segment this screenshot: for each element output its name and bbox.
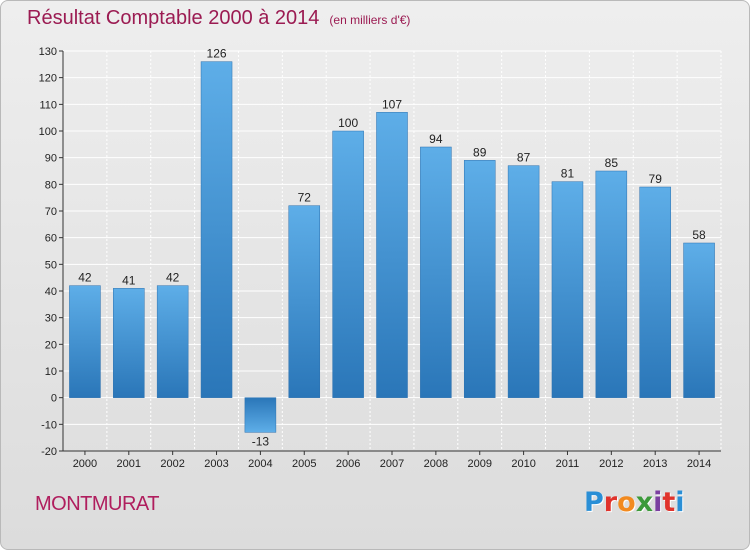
bar-2012	[595, 170, 628, 398]
value-label-2003: 126	[207, 47, 227, 61]
y-tick-label: 70	[45, 206, 57, 218]
logo-letter: P	[584, 487, 604, 518]
value-label-2005: 72	[298, 191, 312, 205]
logo-letter: t	[662, 487, 676, 518]
logo-letter: o	[617, 487, 636, 518]
chart-title: Résultat Comptable 2000 à 2014 (en millie…	[27, 7, 410, 30]
y-tick-label: 10	[45, 366, 57, 378]
x-tick-label-2002: 2002	[160, 458, 184, 470]
x-tick-label-2007: 2007	[380, 458, 404, 470]
bar-2007	[376, 112, 408, 398]
bar-2006	[332, 130, 364, 398]
value-label-2001: 41	[122, 273, 136, 287]
y-tick-label: 30	[45, 313, 57, 325]
x-tick-label-2014: 2014	[687, 458, 711, 470]
axis-layer: -20 -10 0 10 20 30 40 50 60 70 80 90 100 110 120 130 200…	[39, 46, 721, 470]
bar-2002	[156, 285, 189, 398]
value-label-2012: 85	[605, 156, 619, 170]
bar-layer	[69, 61, 715, 433]
y-tick-label: 40	[45, 286, 57, 298]
label-layer: 42 41 42 126 -13 72 100 107 94 89 87 81 85 79 58	[78, 47, 706, 449]
bar-2013	[639, 186, 671, 398]
bar-2000	[69, 285, 101, 398]
bar-2003	[200, 61, 233, 398]
bar-2011	[551, 181, 584, 398]
value-label-2010: 87	[517, 151, 531, 165]
bar-2014	[683, 242, 715, 398]
x-tick-label-2008: 2008	[424, 458, 448, 470]
value-label-2004: -13	[252, 434, 270, 448]
bar-2001	[113, 288, 145, 398]
chart-title-text: Résultat Comptable 2000 à 2014	[27, 7, 320, 29]
x-tick-label-2010: 2010	[511, 458, 535, 470]
commune-name: MONTMURAT	[35, 493, 160, 515]
y-tick-label: 20	[45, 339, 57, 351]
y-tick-label: 80	[45, 179, 57, 191]
y-tick-label: 120	[39, 73, 57, 85]
x-tick-label-2003: 2003	[204, 458, 228, 470]
x-tick-label-2011: 2011	[556, 458, 580, 470]
value-label-2011: 81	[561, 167, 575, 181]
value-label-2014: 58	[692, 228, 706, 242]
value-label-2006: 100	[338, 116, 358, 130]
bar-2005	[288, 205, 321, 398]
bar-2004	[244, 397, 277, 433]
y-tick-label: 100	[39, 126, 57, 138]
y-tick-label: -20	[41, 446, 57, 458]
bar-2009	[463, 160, 496, 398]
logo-letter: i	[675, 487, 685, 518]
value-label-2002: 42	[166, 271, 180, 285]
y-tick-label: 90	[45, 153, 57, 165]
x-tick-label-2012: 2012	[599, 458, 623, 470]
x-tick-label-2000: 2000	[73, 458, 97, 470]
bar-2010	[507, 165, 540, 398]
logo-letter: x	[635, 487, 654, 518]
value-label-2007: 107	[382, 97, 402, 111]
bar-2008	[420, 146, 452, 398]
x-tick-label-2013: 2013	[643, 458, 667, 470]
x-tick-label-2009: 2009	[467, 458, 491, 470]
y-tick-label: 60	[45, 233, 57, 245]
y-tick-label: 50	[45, 259, 57, 271]
x-tick-label-2005: 2005	[292, 458, 316, 470]
value-label-2000: 42	[78, 271, 92, 285]
logo-letter: i	[653, 487, 663, 518]
value-label-2013: 79	[649, 172, 663, 186]
y-tick-label: 0	[51, 393, 57, 405]
value-label-2009: 89	[473, 145, 487, 159]
y-tick-label: 130	[39, 46, 57, 58]
value-label-2008: 94	[429, 132, 443, 146]
x-tick-label-2001: 2001	[117, 458, 141, 470]
x-tick-label-2004: 2004	[248, 458, 272, 470]
logo-letter: r	[603, 487, 618, 518]
proxiti-logo: Proxiti	[584, 487, 685, 518]
y-tick-label: 110	[39, 99, 57, 111]
x-tick-label-2006: 2006	[336, 458, 360, 470]
y-tick-label: -10	[41, 419, 57, 431]
chart-unit: (en milliers d'€)	[329, 13, 411, 27]
